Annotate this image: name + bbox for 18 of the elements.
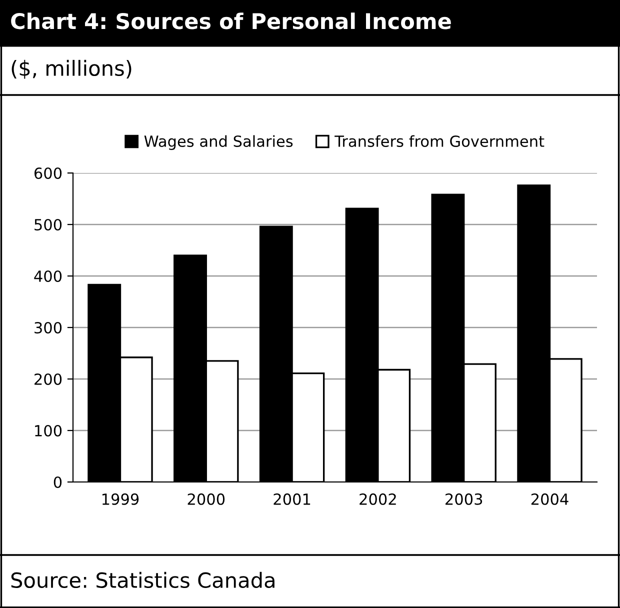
y-tick-label: 300 xyxy=(34,322,62,334)
x-tick-label: 1999 xyxy=(102,493,139,505)
legend-label: Wages and Salaries xyxy=(144,135,293,150)
y-tick-label: 600 xyxy=(34,167,62,180)
x-tick-label: 2001 xyxy=(274,493,310,505)
x-tick-label: 2004 xyxy=(531,493,568,505)
source-note: Source: Statistics Canada xyxy=(11,572,274,588)
chart-subtitle: ($, millions) xyxy=(12,60,132,79)
y-tick-label: 500 xyxy=(34,218,62,231)
y-tick-label: 0 xyxy=(54,476,62,488)
chart-title: Chart 4: Sources of Personal Income xyxy=(11,12,451,30)
y-tick-label: 100 xyxy=(35,424,62,437)
y-tick-label: 200 xyxy=(34,373,62,386)
x-tick-label: 2003 xyxy=(446,493,482,505)
y-tick-label: 400 xyxy=(34,270,62,282)
x-tick-label: 2000 xyxy=(188,493,225,505)
x-tick-label: 2002 xyxy=(360,493,396,505)
legend-label: Transfers from Government xyxy=(334,135,544,148)
